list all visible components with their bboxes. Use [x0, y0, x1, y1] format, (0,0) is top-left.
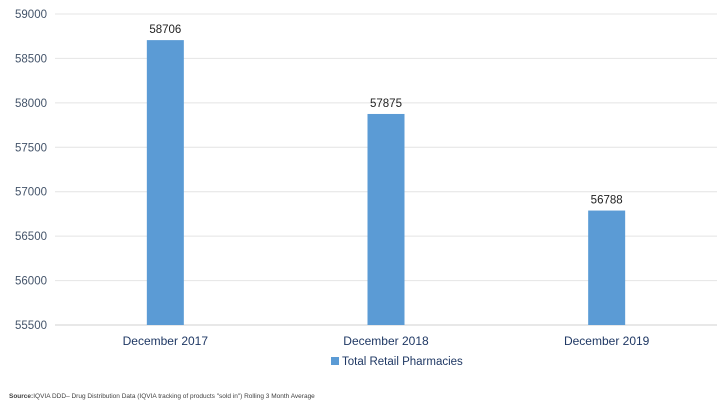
bar [588, 210, 626, 325]
source-note: Source:IQVIA DDD– Drug Distribution Data… [9, 393, 315, 400]
y-axis-tick-labels: 55500 56000 56500 57000 57500 58000 58500 59000 [15, 9, 47, 332]
y-tick-label: 56000 [15, 276, 47, 288]
x-category-label: December 2019 [564, 334, 650, 348]
legend-swatch [331, 357, 339, 365]
y-tick-label: 58500 [15, 53, 47, 65]
y-tick-label: 56500 [15, 231, 47, 243]
y-tick-label: 55500 [15, 320, 47, 332]
data-label: 58706 [149, 24, 181, 36]
bar [146, 40, 184, 326]
x-category-label: December 2017 [123, 334, 209, 348]
data-labels: 58706 57875 56788 [149, 24, 622, 206]
source-body: IQVIA DDD– Drug Distribution Data (IQVIA… [33, 393, 315, 400]
bars [146, 40, 626, 326]
data-label: 57875 [370, 98, 402, 110]
y-tick-label: 59000 [15, 9, 47, 21]
source-prefix: Source: [9, 393, 34, 400]
y-tick-label: 58000 [15, 98, 47, 110]
legend: Total Retail Pharmacies [331, 356, 463, 368]
y-tick-label: 57500 [15, 142, 47, 154]
x-category-label: December 2018 [343, 334, 429, 348]
y-tick-label: 57000 [15, 187, 47, 199]
bar [367, 113, 405, 325]
data-label: 56788 [591, 195, 623, 207]
x-axis-category-labels: December 2017 December 2018 December 2019 [123, 334, 650, 348]
legend-label: Total Retail Pharmacies [342, 356, 463, 368]
